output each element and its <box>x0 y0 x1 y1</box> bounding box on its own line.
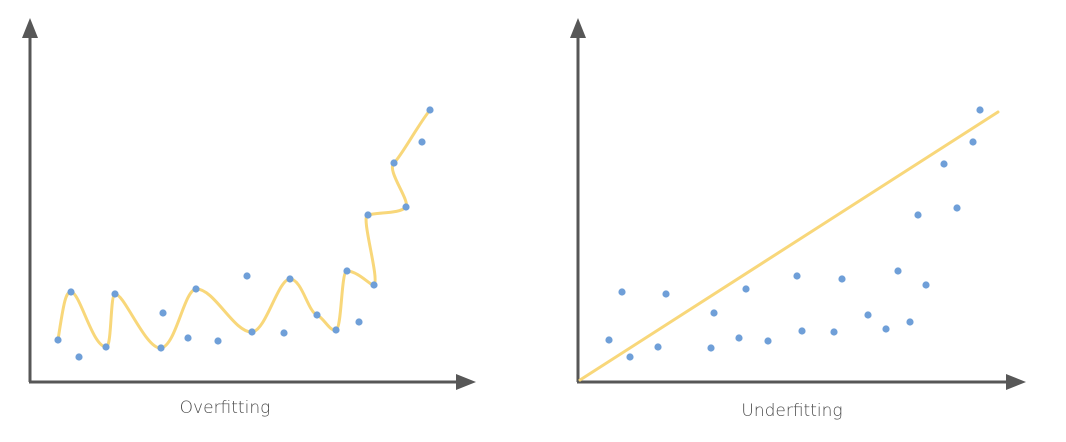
overfitting-point-15 <box>313 311 321 319</box>
underfitting-point-11 <box>793 272 801 280</box>
overfitting-points <box>54 106 434 361</box>
underfitting-point-20 <box>914 211 922 219</box>
overfitting-point-22 <box>390 159 398 167</box>
underfitting-point-7 <box>710 309 718 317</box>
overfitting-point-8 <box>184 334 192 342</box>
overfitting-point-1 <box>54 336 62 344</box>
overfitting-point-10 <box>214 337 222 345</box>
underfitting-point-22 <box>940 160 948 168</box>
underfitting-caption: Underfitting <box>741 401 843 421</box>
underfitting-points <box>605 106 984 361</box>
overfitting-point-21 <box>402 203 410 211</box>
underfitting-point-16 <box>882 325 890 333</box>
overfitting-point-11 <box>243 272 251 280</box>
overfitting-point-14 <box>286 275 294 283</box>
overfitting-point-24 <box>426 106 434 114</box>
overfitting-caption: Overfitting <box>179 398 271 418</box>
underfitting-point-24 <box>976 106 984 114</box>
underfitting-point-12 <box>798 327 806 335</box>
underfitting-x-axis-arrow <box>1006 374 1026 390</box>
underfitting-point-5 <box>662 290 670 298</box>
overfitting-point-4 <box>102 343 110 351</box>
underfitting-point-4 <box>654 343 662 351</box>
underfitting-point-3 <box>626 353 634 361</box>
underfitting-point-18 <box>906 318 914 326</box>
underfitting-point-1 <box>605 336 613 344</box>
underfitting-point-6 <box>707 344 715 352</box>
overfitting-point-6 <box>157 344 165 352</box>
underfitting-y-axis-arrow <box>570 18 586 38</box>
overfitting-point-12 <box>248 328 256 336</box>
overfitting-point-20 <box>364 211 372 219</box>
overfitting-point-7 <box>159 309 167 317</box>
overfitting-point-16 <box>332 326 340 334</box>
overfitting-point-5 <box>111 290 119 298</box>
underfitting-point-13 <box>830 328 838 336</box>
underfitting-point-15 <box>864 311 872 319</box>
overfitting-point-13 <box>280 329 288 337</box>
underfitting-point-9 <box>742 285 750 293</box>
overfitting-point-9 <box>192 285 200 293</box>
underfitting-fit-line <box>578 110 1000 382</box>
underfitting-point-17 <box>894 267 902 275</box>
overfitting-point-17 <box>343 267 351 275</box>
overfitting-y-axis-arrow <box>22 18 38 38</box>
underfitting-point-19 <box>922 281 930 289</box>
underfitting-point-21 <box>953 204 961 212</box>
underfitting-point-14 <box>838 275 846 283</box>
overfitting-point-18 <box>355 318 363 326</box>
overfitting-point-3 <box>75 353 83 361</box>
underfitting-point-10 <box>764 337 772 345</box>
underfitting-point-23 <box>969 138 977 146</box>
overfitting-point-23 <box>418 138 426 146</box>
overfitting-point-2 <box>67 288 75 296</box>
underfitting-point-8 <box>735 334 743 342</box>
overfitting-x-axis-arrow <box>456 374 476 390</box>
underfitting-point-2 <box>618 288 626 296</box>
overfitting-fit-curve <box>56 108 432 350</box>
overfitting-point-19 <box>370 281 378 289</box>
